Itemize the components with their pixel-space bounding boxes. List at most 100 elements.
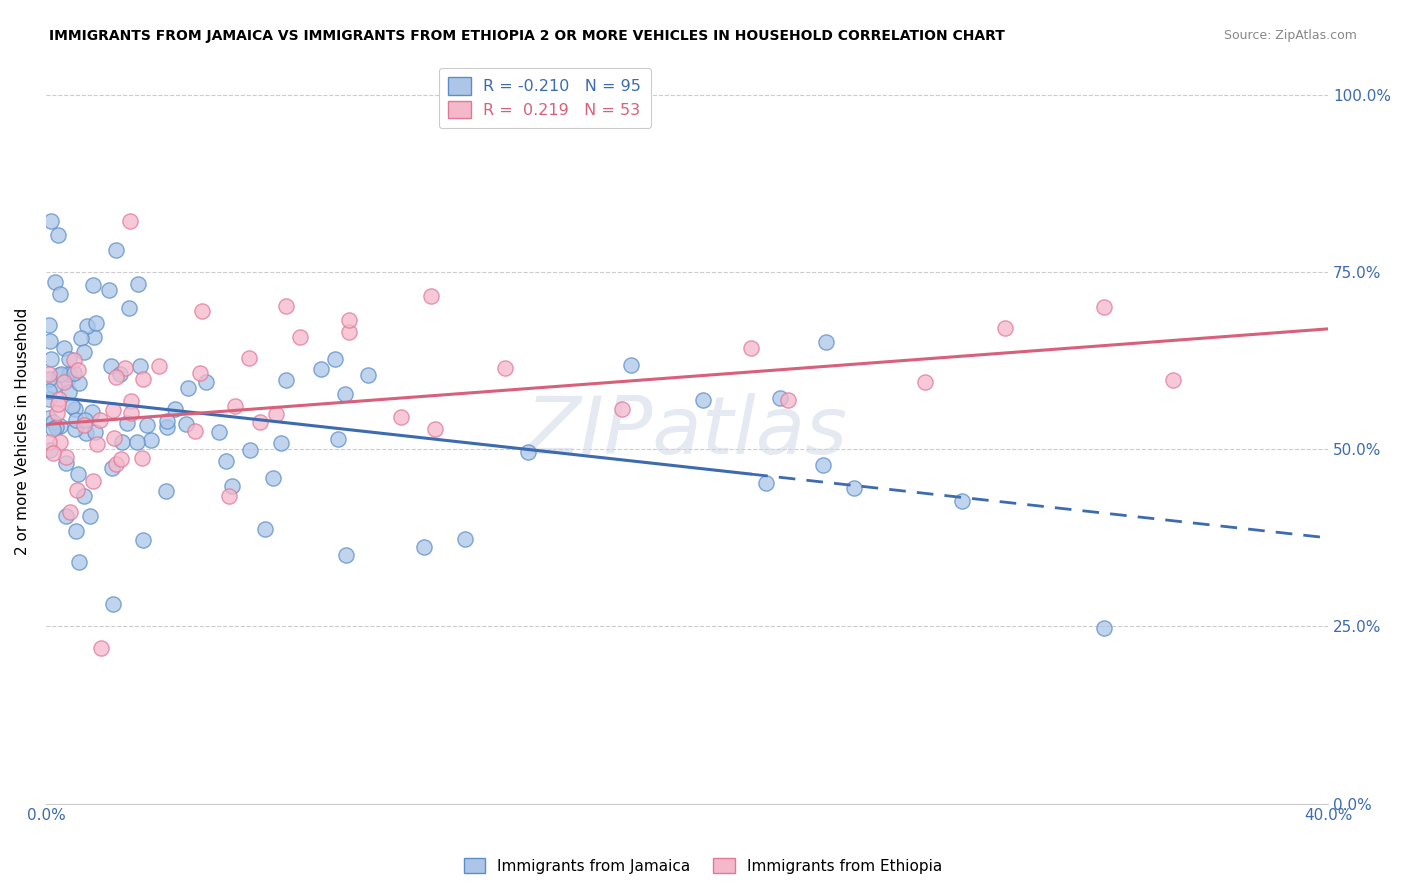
Point: [58, 385, 80, 400]
Point: [44, 275, 66, 289]
Point: [132, 372, 155, 386]
Point: [63, 353, 86, 368]
Point: [103, 402, 125, 417]
Point: [72, 489, 94, 503]
Point: [73, 417, 96, 432]
Point: [73, 344, 96, 359]
Point: [49, 418, 72, 433]
Point: [80, 405, 103, 419]
Point: [141, 434, 163, 448]
Point: [276, 299, 298, 313]
Point: [66, 483, 89, 497]
Point: [67, 555, 90, 569]
Point: [82, 474, 104, 488]
Point: [224, 399, 246, 413]
Point: [38, 384, 60, 399]
Point: [79, 509, 101, 524]
Point: [55, 508, 77, 523]
Point: [274, 373, 297, 387]
Point: [215, 454, 238, 468]
Point: [311, 362, 333, 376]
Point: [103, 431, 125, 445]
Point: [135, 417, 157, 432]
Point: [108, 367, 131, 381]
Point: [190, 304, 212, 318]
Point: [111, 434, 134, 449]
Point: [53, 341, 76, 355]
Point: [63, 402, 86, 417]
Point: [1163, 373, 1185, 387]
Point: [188, 366, 211, 380]
Point: [155, 414, 177, 428]
Point: [110, 451, 132, 466]
Point: [65, 413, 87, 427]
Point: [82, 277, 104, 292]
Point: [46, 396, 69, 410]
Point: [337, 325, 360, 339]
Point: [692, 393, 714, 408]
Point: [55, 457, 77, 471]
Point: [84, 425, 107, 439]
Point: [83, 330, 105, 344]
Point: [101, 460, 124, 475]
Point: [494, 360, 516, 375]
Point: [131, 450, 153, 465]
Point: [127, 434, 149, 449]
Point: [323, 352, 346, 367]
Point: [65, 524, 87, 538]
Point: [86, 437, 108, 451]
Point: [49, 434, 72, 449]
Point: [610, 402, 633, 417]
Point: [53, 375, 76, 389]
Text: ZIPatlas: ZIPatlas: [526, 392, 848, 471]
Legend: Immigrants from Jamaica, Immigrants from Ethiopia: Immigrants from Jamaica, Immigrants from…: [457, 852, 949, 880]
Point: [48, 368, 70, 383]
Point: [740, 341, 762, 355]
Point: [66, 467, 89, 481]
Point: [46, 227, 69, 242]
Point: [337, 313, 360, 327]
Point: [950, 494, 973, 508]
Point: [76, 319, 98, 334]
Point: [70, 331, 93, 345]
Point: [184, 424, 207, 438]
Point: [253, 521, 276, 535]
Text: IMMIGRANTS FROM JAMAICA VS IMMIGRANTS FROM ETHIOPIA 2 OR MORE VEHICLES IN HOUSEH: IMMIGRANTS FROM JAMAICA VS IMMIGRANTS FR…: [49, 29, 1005, 44]
Point: [335, 548, 357, 562]
Point: [115, 417, 138, 431]
Point: [262, 471, 284, 485]
Point: [49, 287, 72, 301]
Point: [38, 392, 60, 407]
Point: [38, 435, 60, 450]
Point: [174, 417, 197, 431]
Point: [75, 413, 97, 427]
Point: [454, 532, 477, 546]
Point: [84, 316, 107, 330]
Point: [238, 351, 260, 365]
Point: [120, 214, 142, 228]
Point: [114, 360, 136, 375]
Point: [105, 243, 128, 257]
Point: [163, 401, 186, 416]
Point: [177, 381, 200, 395]
Point: [63, 422, 86, 436]
Point: [45, 419, 67, 434]
Point: [249, 415, 271, 429]
Point: [90, 641, 112, 656]
Point: [413, 540, 436, 554]
Point: [42, 378, 65, 392]
Point: [97, 283, 120, 297]
Point: [1092, 300, 1115, 314]
Point: [326, 432, 349, 446]
Point: [75, 425, 97, 440]
Point: [288, 330, 311, 344]
Point: [38, 334, 60, 349]
Y-axis label: 2 or more Vehicles in Household: 2 or more Vehicles in Household: [15, 308, 30, 555]
Point: [516, 444, 538, 458]
Point: [620, 358, 643, 372]
Legend: R = -0.210   N = 95, R =  0.219   N = 53: R = -0.210 N = 95, R = 0.219 N = 53: [439, 68, 651, 128]
Point: [39, 214, 62, 228]
Text: Source: ZipAtlas.com: Source: ZipAtlas.com: [1223, 29, 1357, 43]
Point: [389, 410, 412, 425]
Point: [1092, 621, 1115, 635]
